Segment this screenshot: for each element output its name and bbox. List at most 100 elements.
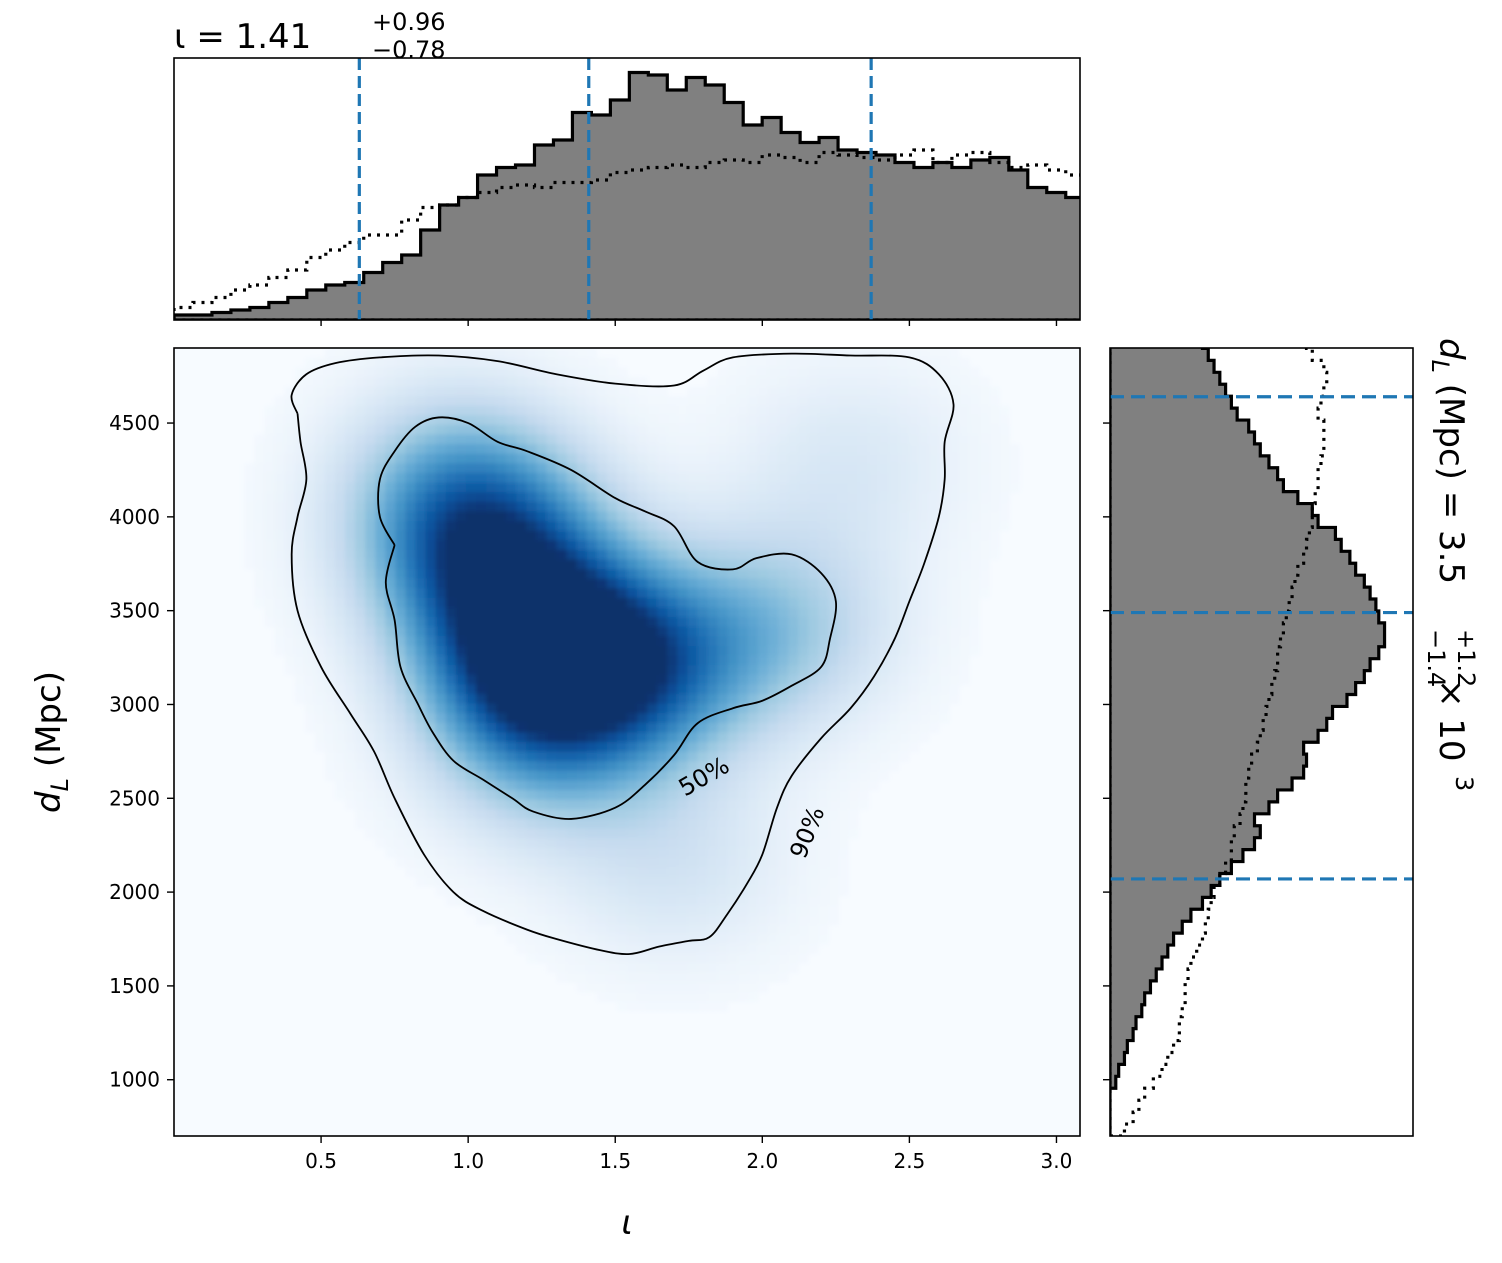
density-cell — [757, 818, 769, 830]
density-cell — [526, 693, 537, 705]
density-cell — [244, 463, 256, 474]
density-cell — [949, 472, 960, 484]
density-cell — [737, 530, 749, 541]
density-cell — [455, 588, 467, 599]
density-cell — [264, 482, 276, 493]
density-cell — [757, 511, 769, 522]
density-cell — [395, 415, 407, 426]
density-cell — [345, 453, 356, 464]
density-cell — [304, 463, 316, 474]
density-cell — [284, 482, 296, 493]
density-cell — [858, 357, 870, 368]
density-cell — [828, 597, 839, 609]
density-cell — [737, 818, 749, 830]
density-cell — [788, 540, 799, 551]
density-cell — [476, 693, 487, 705]
density-cell — [838, 770, 850, 782]
density-cell — [667, 415, 678, 426]
density-cell — [687, 569, 699, 580]
density-cell — [939, 645, 950, 657]
density-cell — [526, 597, 537, 609]
right-title-rest: (Mpc) = 3.5 — [1431, 373, 1471, 584]
density-cell — [647, 444, 658, 455]
density-cell — [878, 684, 890, 695]
density-cell — [556, 924, 568, 935]
density-cell — [858, 655, 870, 666]
density-cell — [737, 569, 749, 580]
density-cell — [355, 626, 366, 637]
density-cell — [888, 520, 900, 532]
density-cell — [506, 501, 517, 512]
density-cell — [828, 770, 839, 782]
density-cell — [345, 665, 356, 676]
density-cell — [908, 684, 920, 695]
density-cell — [455, 895, 467, 906]
density-cell — [727, 396, 739, 407]
density-cell — [908, 703, 920, 714]
density-cell — [516, 405, 527, 416]
density-cell — [727, 914, 739, 926]
density-cell — [425, 424, 437, 436]
density-cell — [637, 396, 648, 407]
main-ytick-label-5: 3500 — [109, 599, 160, 623]
density-cell — [526, 569, 537, 580]
density-cell — [677, 693, 688, 705]
density-cell — [335, 376, 346, 388]
density-cell — [747, 818, 759, 830]
density-cell — [647, 626, 658, 637]
density-cell — [465, 684, 477, 695]
density-cell — [536, 367, 548, 378]
density-cell — [707, 693, 719, 705]
density-cell — [818, 934, 829, 945]
density-cell — [526, 607, 537, 618]
density-cell — [496, 684, 507, 695]
density-cell — [435, 453, 447, 464]
density-cell — [325, 530, 336, 541]
main-xtick-label-5: 3.0 — [1041, 1149, 1073, 1173]
density-cell — [697, 847, 709, 858]
density-cell — [576, 857, 588, 868]
density-cell — [476, 434, 487, 445]
density-cell — [858, 703, 870, 714]
density-cell — [687, 540, 699, 551]
density-cell — [737, 415, 749, 426]
density-cell — [616, 991, 628, 1003]
density-cell — [878, 415, 890, 426]
density-cell — [496, 886, 507, 897]
density-cell — [999, 501, 1011, 512]
density-cell — [486, 790, 497, 801]
density-cell — [465, 530, 477, 541]
density-cell — [486, 684, 497, 695]
density-cell — [586, 511, 598, 522]
main-xtick-label-2: 1.5 — [599, 1149, 631, 1173]
density-cell — [596, 588, 608, 599]
density-cell — [868, 761, 880, 772]
density-cell — [375, 838, 386, 849]
density-cell — [1009, 453, 1021, 464]
density-cell — [536, 665, 548, 676]
density-cell — [455, 376, 467, 388]
density-cell — [455, 693, 467, 705]
density-cell — [556, 972, 568, 983]
density-cell — [294, 540, 306, 551]
density-cell — [335, 482, 346, 493]
density-cell — [314, 415, 326, 426]
density-cell — [566, 559, 578, 570]
density-cell — [838, 501, 850, 512]
density-cell — [445, 588, 457, 599]
density-cell — [425, 693, 437, 705]
density-cell — [747, 886, 759, 897]
density-cell — [355, 674, 366, 685]
density-cell — [455, 703, 467, 714]
density-cell — [707, 818, 719, 830]
density-cell — [576, 703, 588, 714]
density-cell — [918, 588, 930, 599]
density-cell — [435, 790, 447, 801]
density-cell — [596, 655, 608, 666]
density-cell — [395, 549, 407, 561]
density-cell — [616, 818, 628, 830]
density-cell — [989, 453, 1001, 464]
density-cell — [385, 828, 397, 839]
density-cell — [637, 914, 648, 926]
density-cell — [707, 972, 719, 983]
